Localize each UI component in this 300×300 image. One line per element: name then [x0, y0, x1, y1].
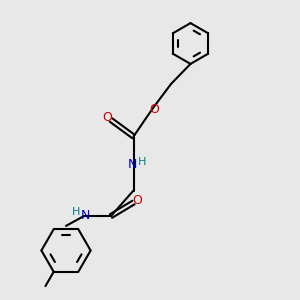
Text: O: O [150, 103, 159, 116]
Text: O: O [103, 111, 112, 124]
Text: N: N [81, 208, 90, 222]
Text: H: H [72, 207, 80, 218]
Text: O: O [133, 194, 142, 208]
Text: H: H [138, 157, 147, 167]
Text: N: N [127, 158, 137, 171]
